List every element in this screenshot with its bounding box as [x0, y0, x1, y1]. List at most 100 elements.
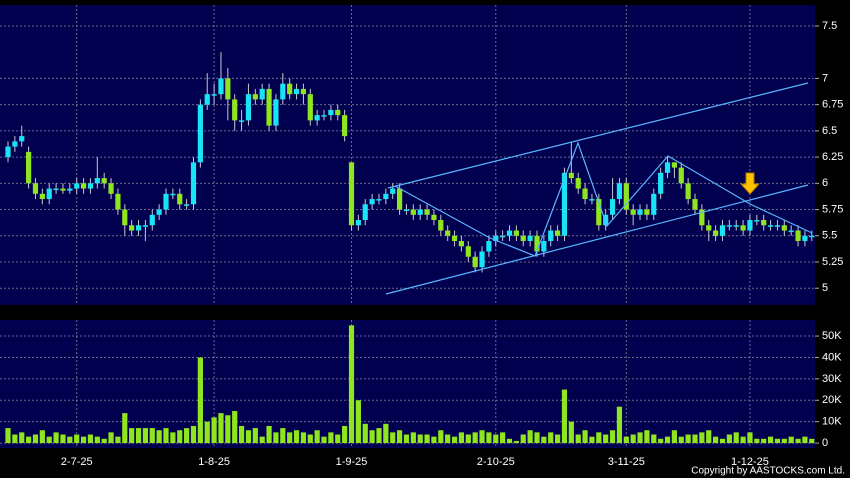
candle-body [445, 230, 451, 236]
volume-bar [458, 432, 465, 444]
volume-bar [568, 421, 574, 444]
candle-body [287, 83, 293, 95]
volume-bar [335, 434, 341, 444]
volume-bar [616, 406, 623, 444]
channel-lower [385, 184, 809, 295]
y-tick-label: 0 [822, 437, 828, 449]
volume-bar [802, 436, 808, 444]
volume-bar [719, 438, 726, 444]
volume-bar [32, 434, 39, 444]
volume-bar [692, 434, 698, 444]
candle-body [506, 230, 513, 236]
candle-body [568, 172, 574, 179]
volume-bar [67, 436, 73, 444]
candle-body [67, 188, 73, 191]
volume-bar [644, 430, 650, 444]
volume-bar [328, 432, 334, 444]
candle-body [355, 220, 361, 226]
volume-bar [204, 421, 210, 444]
candle-body [135, 225, 142, 231]
signal-arrow [739, 172, 761, 195]
candle-body [630, 209, 636, 215]
volume-bar [548, 432, 554, 444]
candle-body [300, 88, 307, 95]
candle-body [335, 109, 341, 116]
candle-body [342, 115, 348, 137]
candle-body [108, 183, 114, 194]
x-tick-label: 3-11-25 [608, 456, 645, 468]
volume-bar [184, 428, 190, 444]
candle-body [314, 115, 320, 121]
volume-bar [74, 434, 80, 444]
volume-bar [218, 413, 224, 444]
volume-bar [520, 434, 526, 444]
volume-bar [225, 415, 231, 444]
volume-bar [465, 434, 471, 444]
candle-body [609, 199, 616, 215]
volume-panel [0, 320, 815, 448]
y-tick-label: 5.5 [822, 230, 837, 242]
volume-bar [809, 438, 815, 444]
candle-body [692, 199, 698, 210]
candle-body [184, 204, 190, 206]
y-tick-label: 20K [822, 394, 842, 406]
candle-body [479, 251, 485, 268]
candle-body [142, 225, 148, 227]
volume-bar [383, 423, 389, 444]
candle-body [225, 78, 231, 100]
volume-bar [26, 436, 32, 444]
volume-bar [623, 436, 629, 444]
volume-bar [142, 428, 148, 444]
copyright: Copyright by AASTOCKS.com Ltd. [691, 466, 845, 477]
volume-bar [740, 436, 746, 444]
candle-body [637, 209, 643, 215]
candle-body [307, 94, 313, 121]
candle-body [252, 94, 258, 100]
candle-body [87, 183, 94, 189]
volume-bar [781, 438, 787, 444]
volume-bar [163, 428, 169, 444]
candle-body [156, 209, 162, 215]
y-tick-label: 10K [822, 416, 842, 428]
candle-body [726, 225, 732, 227]
volume-bar [596, 432, 602, 444]
candle-body [383, 193, 389, 200]
candle-body [218, 78, 224, 95]
volume-bar [761, 438, 767, 444]
volume-bar [314, 430, 320, 444]
volume-bar [190, 425, 197, 444]
volume-bar [431, 436, 437, 444]
x-tick-label: 1-12-25 [731, 456, 769, 468]
candle-body [809, 235, 815, 238]
candle-body [170, 193, 176, 196]
candle-body [719, 225, 726, 236]
volume-bar [211, 417, 217, 444]
volume-bar [582, 430, 588, 444]
candle-body [122, 209, 128, 226]
volume-bar [87, 434, 94, 444]
candle-body [706, 225, 712, 231]
volume-bar [603, 434, 609, 444]
candle-body [410, 209, 416, 215]
volume-bar [534, 432, 540, 444]
candle-body [115, 193, 121, 210]
candle-body [190, 162, 197, 205]
candle-body [465, 246, 471, 257]
candle-body [369, 199, 375, 205]
volume-bar [355, 400, 361, 444]
volume-bar [396, 430, 403, 444]
candle-body [767, 225, 774, 227]
volume-bar [424, 434, 430, 444]
x-tick-label: 1-9-25 [336, 456, 368, 468]
candle-body [5, 146, 11, 158]
candle-body [417, 209, 423, 215]
grid-layer: 5 5.25 5.5 5.75 6 6.25 6.5 6.75 7 7.5 0 10K 20K 30K 40… [0, 5, 843, 468]
volume-bar [767, 436, 774, 444]
volume-bar [417, 434, 423, 444]
volume-bar [46, 436, 52, 444]
candle-body [80, 183, 87, 189]
candle-body [493, 235, 499, 242]
candle-body [733, 225, 739, 227]
candle-body [238, 120, 245, 122]
